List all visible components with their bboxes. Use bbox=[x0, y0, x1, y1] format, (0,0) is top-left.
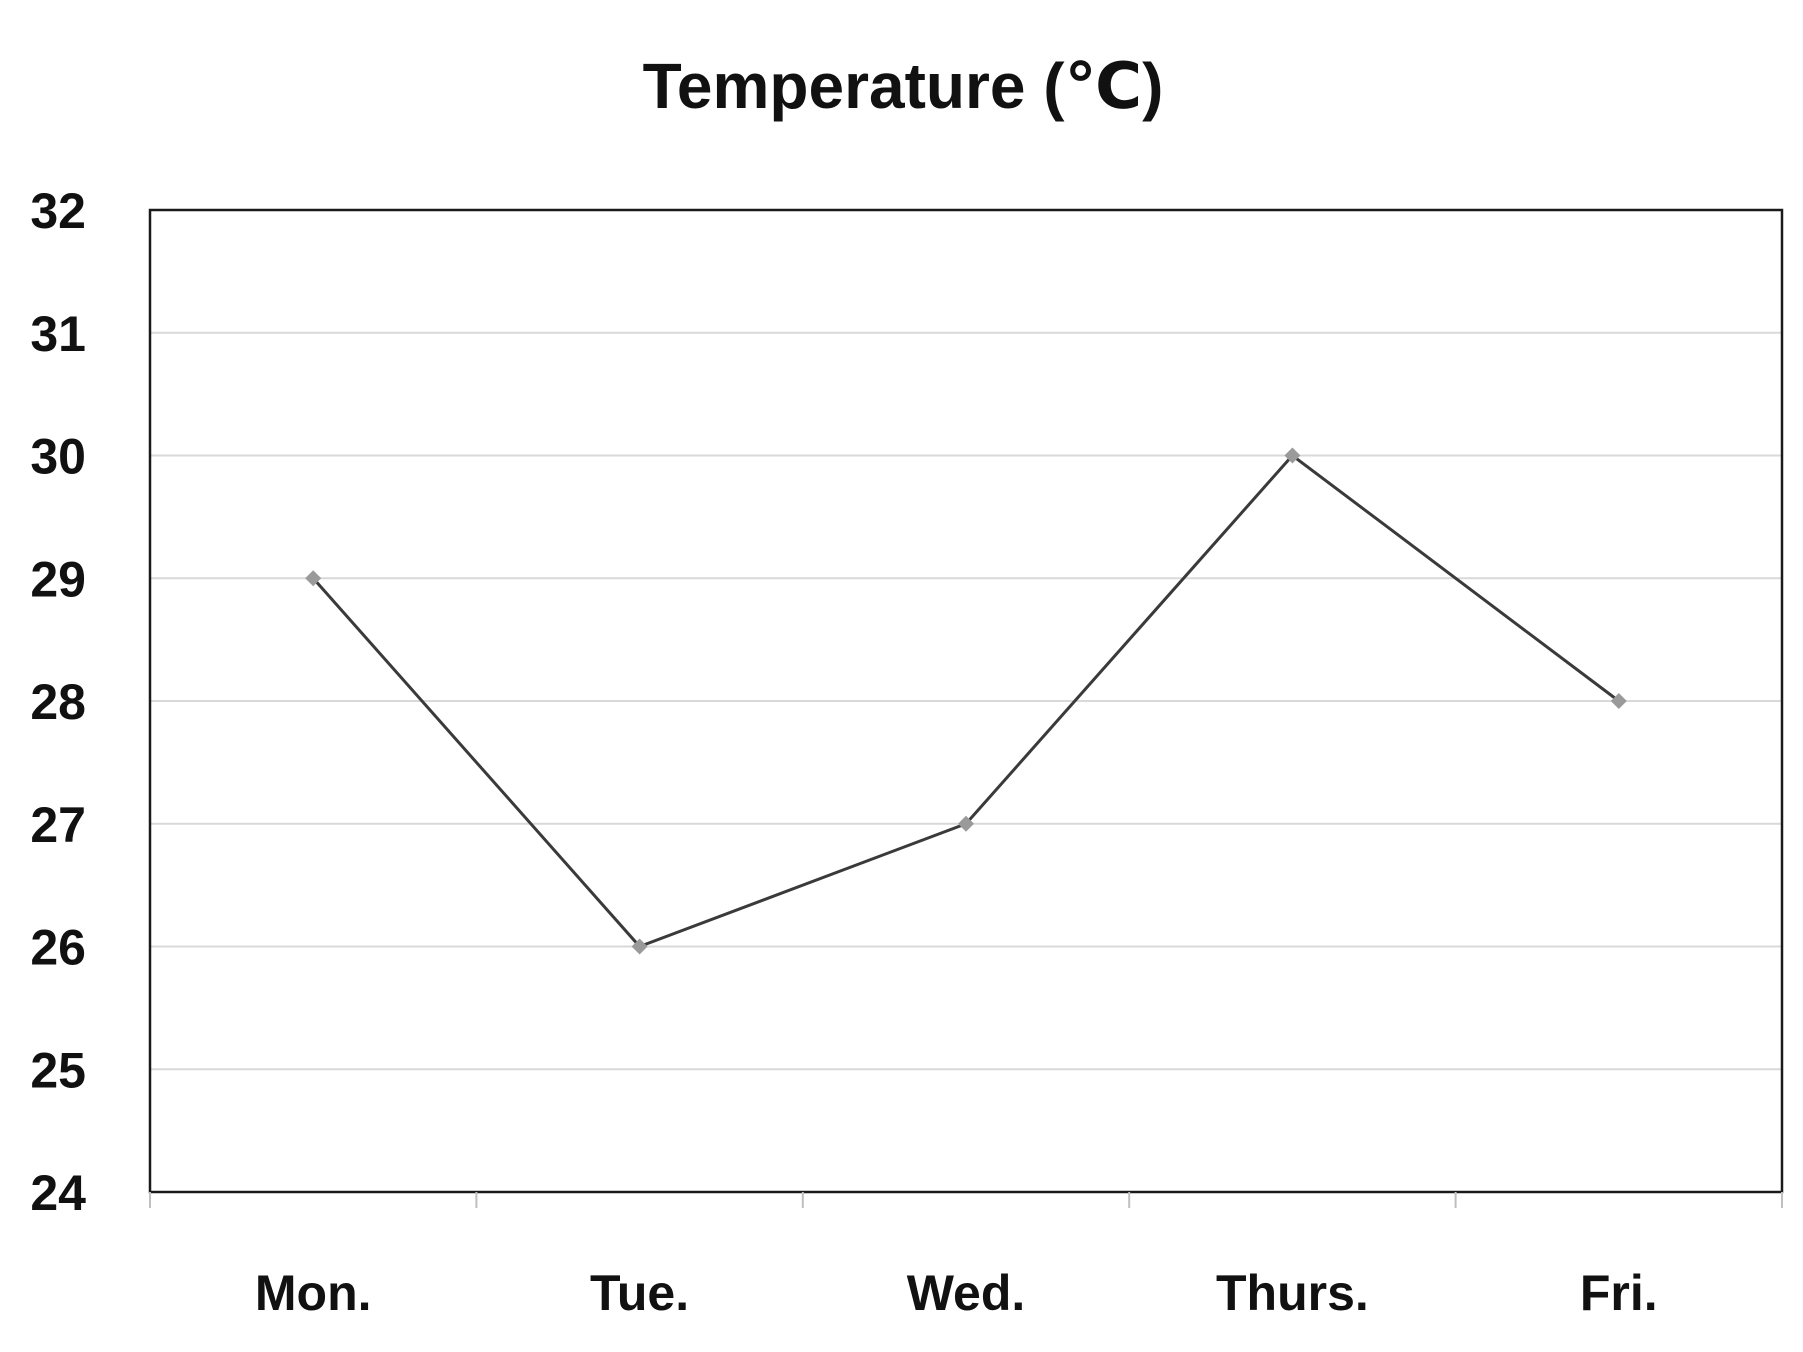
x-tick-label: Tue. bbox=[590, 1265, 689, 1321]
chart-title: Temperature (℃) bbox=[643, 50, 1164, 122]
y-tick-label: 27 bbox=[30, 797, 86, 853]
x-tick-label: Thurs. bbox=[1216, 1265, 1369, 1321]
gridlines bbox=[150, 331, 1782, 1071]
y-tick-label: 25 bbox=[30, 1042, 86, 1098]
x-tick-label: Mon. bbox=[255, 1265, 372, 1321]
y-tick-label: 26 bbox=[30, 920, 86, 976]
data-point bbox=[1284, 447, 1301, 464]
axes bbox=[148, 208, 1784, 1208]
series bbox=[305, 447, 1627, 955]
y-tick-label: 32 bbox=[30, 183, 86, 239]
y-tick-label: 30 bbox=[30, 429, 86, 485]
y-tick-label: 24 bbox=[30, 1165, 86, 1221]
y-tick-label: 31 bbox=[30, 306, 86, 362]
x-tick-label: Fri. bbox=[1580, 1265, 1658, 1321]
x-tick-label: Wed. bbox=[907, 1265, 1026, 1321]
data-point bbox=[305, 570, 322, 587]
data-point bbox=[631, 938, 648, 955]
plot-frame bbox=[148, 208, 1784, 1194]
data-point bbox=[958, 815, 974, 832]
tick-labels: 24 25 26 27 28 29 30 31 32 Mon. Tue. Wed. Thurs. Fri. bbox=[30, 183, 1657, 1321]
data-point bbox=[1610, 693, 1627, 709]
y-tick-label: 29 bbox=[30, 551, 86, 607]
y-tick-label: 28 bbox=[30, 674, 86, 730]
